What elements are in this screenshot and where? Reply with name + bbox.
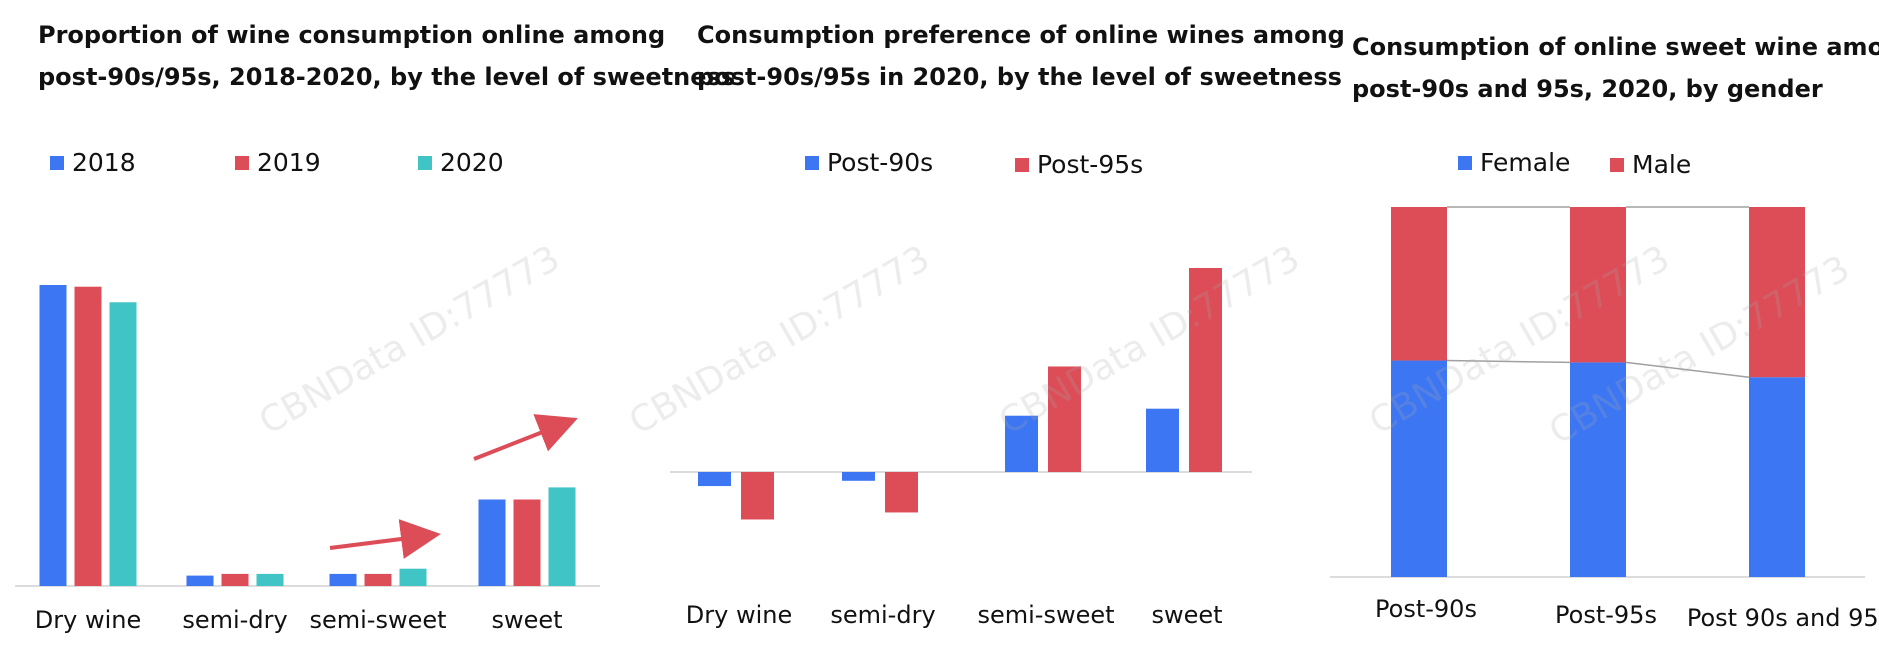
legend-swatch-2020 xyxy=(418,155,432,170)
chart1-legend-item-2018: 2018 xyxy=(50,148,136,177)
chart1-x-tick-dry-wine: Dry wine xyxy=(35,606,141,634)
legend-swatch-2018 xyxy=(50,155,64,170)
legend-swatch-post90s xyxy=(805,155,819,170)
chart1-legend-label-2019: 2019 xyxy=(257,148,321,177)
chart2-plot: Dry wine semi-dry semi-sweet sweet xyxy=(670,268,1252,629)
legend-swatch-male xyxy=(1610,157,1624,172)
chart-panel-1: Proportion of wine consumption online am… xyxy=(0,0,735,653)
chart2-x-tick-dry-wine: Dry wine xyxy=(686,601,792,629)
bar-male-post-95s xyxy=(1570,207,1626,363)
bar-2020-semi-sweet xyxy=(399,568,427,586)
bar-2019-semi-dry xyxy=(221,573,249,586)
chart3-legend-label-female: Female xyxy=(1480,148,1571,177)
legend-swatch-female xyxy=(1458,155,1472,170)
bar-male-post-90s xyxy=(1391,207,1447,361)
bar-2020-sweet xyxy=(548,487,576,586)
chart1-legend-label-2018: 2018 xyxy=(72,148,136,177)
chart2-title-line1: Consumption preference of online wines a… xyxy=(697,21,1345,49)
bar-post-95s-dry-wine xyxy=(741,472,774,520)
bar-2019-sweet xyxy=(513,499,541,586)
chart3-connector-female-0 xyxy=(1446,359,1571,364)
chart2-x-tick-semi-dry: semi-dry xyxy=(830,601,935,629)
chart3-x-tick-post-90s-and-95s: Post 90s and 95s xyxy=(1687,604,1879,632)
chart3-title-line1: Consumption of online sweet wine among xyxy=(1352,33,1879,61)
chart2-legend-label-post90s: Post-90s xyxy=(827,148,934,177)
chart3-x-tick-post-95s: Post-95s xyxy=(1555,601,1657,629)
chart1-legend-label-2020: 2020 xyxy=(440,148,504,177)
chart1-legend-item-2019: 2019 xyxy=(235,148,321,177)
bar-2018-sweet xyxy=(478,499,506,586)
bar-2020-dry-wine xyxy=(109,302,137,586)
chart-panel-2: Consumption preference of online wines a… xyxy=(670,0,1345,653)
bar-post-90s-dry-wine xyxy=(698,472,731,487)
bar-female-post-95s xyxy=(1570,362,1626,577)
bar-post-90s-semi-sweet xyxy=(1005,415,1038,472)
chart3-plot: Post-90s Post-95s Post 90s and 95s xyxy=(1330,206,1879,632)
chart3-legend-item-male: Male xyxy=(1610,150,1691,179)
bar-2019-dry-wine xyxy=(74,286,102,586)
bar-female-post-90s xyxy=(1391,360,1447,577)
trend-arrow-semi-sweet xyxy=(329,519,441,559)
trend-arrow-sweet xyxy=(473,414,578,461)
bar-2018-dry-wine xyxy=(39,284,67,586)
legend-swatch-2019 xyxy=(235,155,249,170)
chart1-plot: Dry wine semi-dry semi-sweet sweet xyxy=(15,284,600,634)
bar-male-post-90s-and-95s xyxy=(1749,207,1805,378)
chart1-title: Proportion of wine consumption online am… xyxy=(38,14,735,98)
chart1-x-tick-sweet: sweet xyxy=(491,606,562,634)
chart3-title-line2: post-90s and 95s, 2020, by gender xyxy=(1352,75,1823,103)
chart2-legend-label-post95s: Post-95s xyxy=(1037,150,1144,179)
bar-post-90s-semi-dry xyxy=(842,472,875,481)
bar-2018-semi-dry xyxy=(186,575,214,586)
chart3-x-tick-post-90s: Post-90s xyxy=(1375,595,1477,623)
bar-2018-semi-sweet xyxy=(329,573,357,586)
chart2-legend-item-post90s: Post-90s xyxy=(805,148,933,177)
chart1-title-line2: post-90s/95s, 2018-2020, by the level of… xyxy=(38,63,736,91)
chart2-x-tick-sweet: sweet xyxy=(1151,601,1222,629)
bar-2020-semi-dry xyxy=(256,573,284,586)
chart1-title-line1: Proportion of wine consumption online am… xyxy=(38,21,666,49)
chart3-title: Consumption of online sweet wine among p… xyxy=(1352,26,1879,110)
chart1-x-tick-semi-sweet: semi-sweet xyxy=(309,606,446,634)
chart3-legend-item-female: Female xyxy=(1458,148,1570,177)
bar-2019-semi-sweet xyxy=(364,573,392,586)
chart2-title: Consumption preference of online wines a… xyxy=(697,14,1345,98)
bar-female-post-90s-and-95s xyxy=(1749,377,1805,577)
chart1-legend-item-2020: 2020 xyxy=(418,148,504,177)
bar-post-90s-sweet xyxy=(1146,408,1179,472)
chart1-x-tick-semi-dry: semi-dry xyxy=(182,606,287,634)
chart2-legend-item-post95s: Post-95s xyxy=(1015,150,1143,179)
chart2-x-tick-semi-sweet: semi-sweet xyxy=(977,601,1114,629)
bar-post-95s-semi-dry xyxy=(885,472,918,513)
chart3-legend-label-male: Male xyxy=(1632,150,1692,179)
bar-post-95s-semi-sweet xyxy=(1048,366,1081,472)
bar-post-95s-sweet xyxy=(1189,268,1222,472)
chart2-title-line2: post-90s/95s in 2020, by the level of sw… xyxy=(697,63,1342,91)
chart-panel-3: Consumption of online sweet wine among p… xyxy=(1330,0,1879,653)
legend-swatch-post95s xyxy=(1015,157,1029,172)
chart3-connector-female-1 xyxy=(1625,361,1750,378)
